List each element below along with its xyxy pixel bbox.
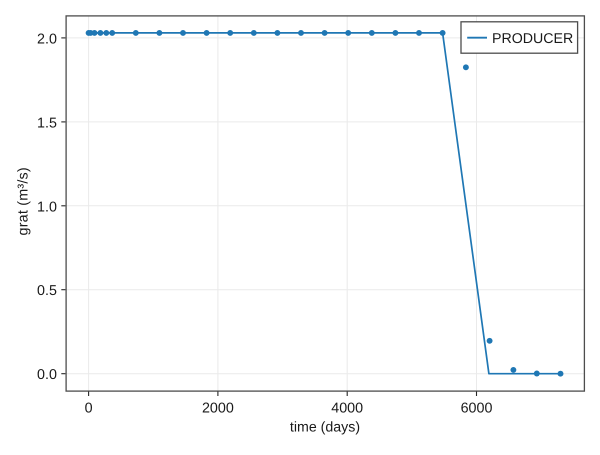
svg-text:6000: 6000	[461, 400, 493, 416]
svg-text:2.0: 2.0	[37, 31, 57, 47]
svg-text:1.5: 1.5	[37, 115, 57, 131]
svg-text:0.5: 0.5	[37, 283, 57, 299]
svg-text:0: 0	[85, 400, 93, 416]
svg-text:4000: 4000	[331, 400, 363, 416]
svg-text:1.0: 1.0	[37, 199, 57, 215]
svg-text:2000: 2000	[202, 400, 234, 416]
svg-text:0.0: 0.0	[37, 367, 57, 383]
svg-text:grat (m³/s): grat (m³/s)	[16, 167, 32, 235]
svg-text:PRODUCER: PRODUCER	[492, 31, 573, 47]
svg-text:time (days): time (days)	[290, 420, 360, 436]
